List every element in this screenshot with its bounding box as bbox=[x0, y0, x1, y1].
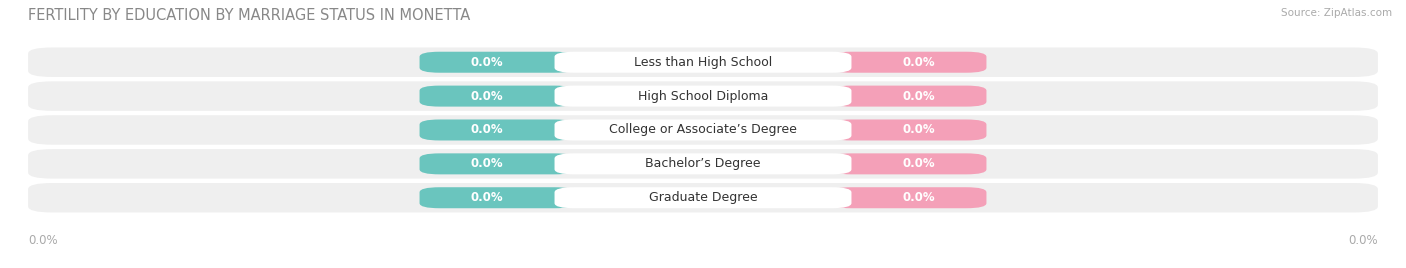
Text: Source: ZipAtlas.com: Source: ZipAtlas.com bbox=[1281, 8, 1392, 18]
FancyBboxPatch shape bbox=[419, 120, 575, 140]
Text: 0.0%: 0.0% bbox=[903, 157, 935, 170]
FancyBboxPatch shape bbox=[28, 115, 1378, 145]
Text: 0.0%: 0.0% bbox=[1348, 233, 1378, 247]
FancyBboxPatch shape bbox=[419, 187, 575, 208]
FancyBboxPatch shape bbox=[554, 153, 852, 174]
Text: 0.0%: 0.0% bbox=[903, 90, 935, 103]
Text: 0.0%: 0.0% bbox=[471, 90, 503, 103]
Text: Less than High School: Less than High School bbox=[634, 56, 772, 69]
FancyBboxPatch shape bbox=[831, 153, 987, 174]
FancyBboxPatch shape bbox=[831, 85, 987, 107]
Text: 0.0%: 0.0% bbox=[28, 233, 58, 247]
Text: 0.0%: 0.0% bbox=[471, 157, 503, 170]
FancyBboxPatch shape bbox=[831, 52, 987, 73]
FancyBboxPatch shape bbox=[554, 187, 852, 208]
FancyBboxPatch shape bbox=[554, 120, 852, 140]
Legend: Married, Unmarried: Married, Unmarried bbox=[612, 266, 794, 268]
Text: 0.0%: 0.0% bbox=[903, 191, 935, 204]
Text: High School Diploma: High School Diploma bbox=[638, 90, 768, 103]
FancyBboxPatch shape bbox=[419, 85, 575, 107]
Text: FERTILITY BY EDUCATION BY MARRIAGE STATUS IN MONETTA: FERTILITY BY EDUCATION BY MARRIAGE STATU… bbox=[28, 8, 471, 23]
FancyBboxPatch shape bbox=[554, 85, 852, 107]
Text: 0.0%: 0.0% bbox=[471, 124, 503, 136]
Text: 0.0%: 0.0% bbox=[903, 124, 935, 136]
FancyBboxPatch shape bbox=[831, 187, 987, 208]
Text: College or Associate’s Degree: College or Associate’s Degree bbox=[609, 124, 797, 136]
FancyBboxPatch shape bbox=[419, 153, 575, 174]
Text: Graduate Degree: Graduate Degree bbox=[648, 191, 758, 204]
FancyBboxPatch shape bbox=[831, 120, 987, 140]
FancyBboxPatch shape bbox=[419, 52, 575, 73]
FancyBboxPatch shape bbox=[554, 52, 852, 73]
Text: 0.0%: 0.0% bbox=[903, 56, 935, 69]
FancyBboxPatch shape bbox=[28, 47, 1378, 77]
FancyBboxPatch shape bbox=[28, 81, 1378, 111]
Text: 0.0%: 0.0% bbox=[471, 191, 503, 204]
FancyBboxPatch shape bbox=[28, 183, 1378, 213]
Text: 0.0%: 0.0% bbox=[471, 56, 503, 69]
FancyBboxPatch shape bbox=[28, 149, 1378, 178]
Text: Bachelor’s Degree: Bachelor’s Degree bbox=[645, 157, 761, 170]
